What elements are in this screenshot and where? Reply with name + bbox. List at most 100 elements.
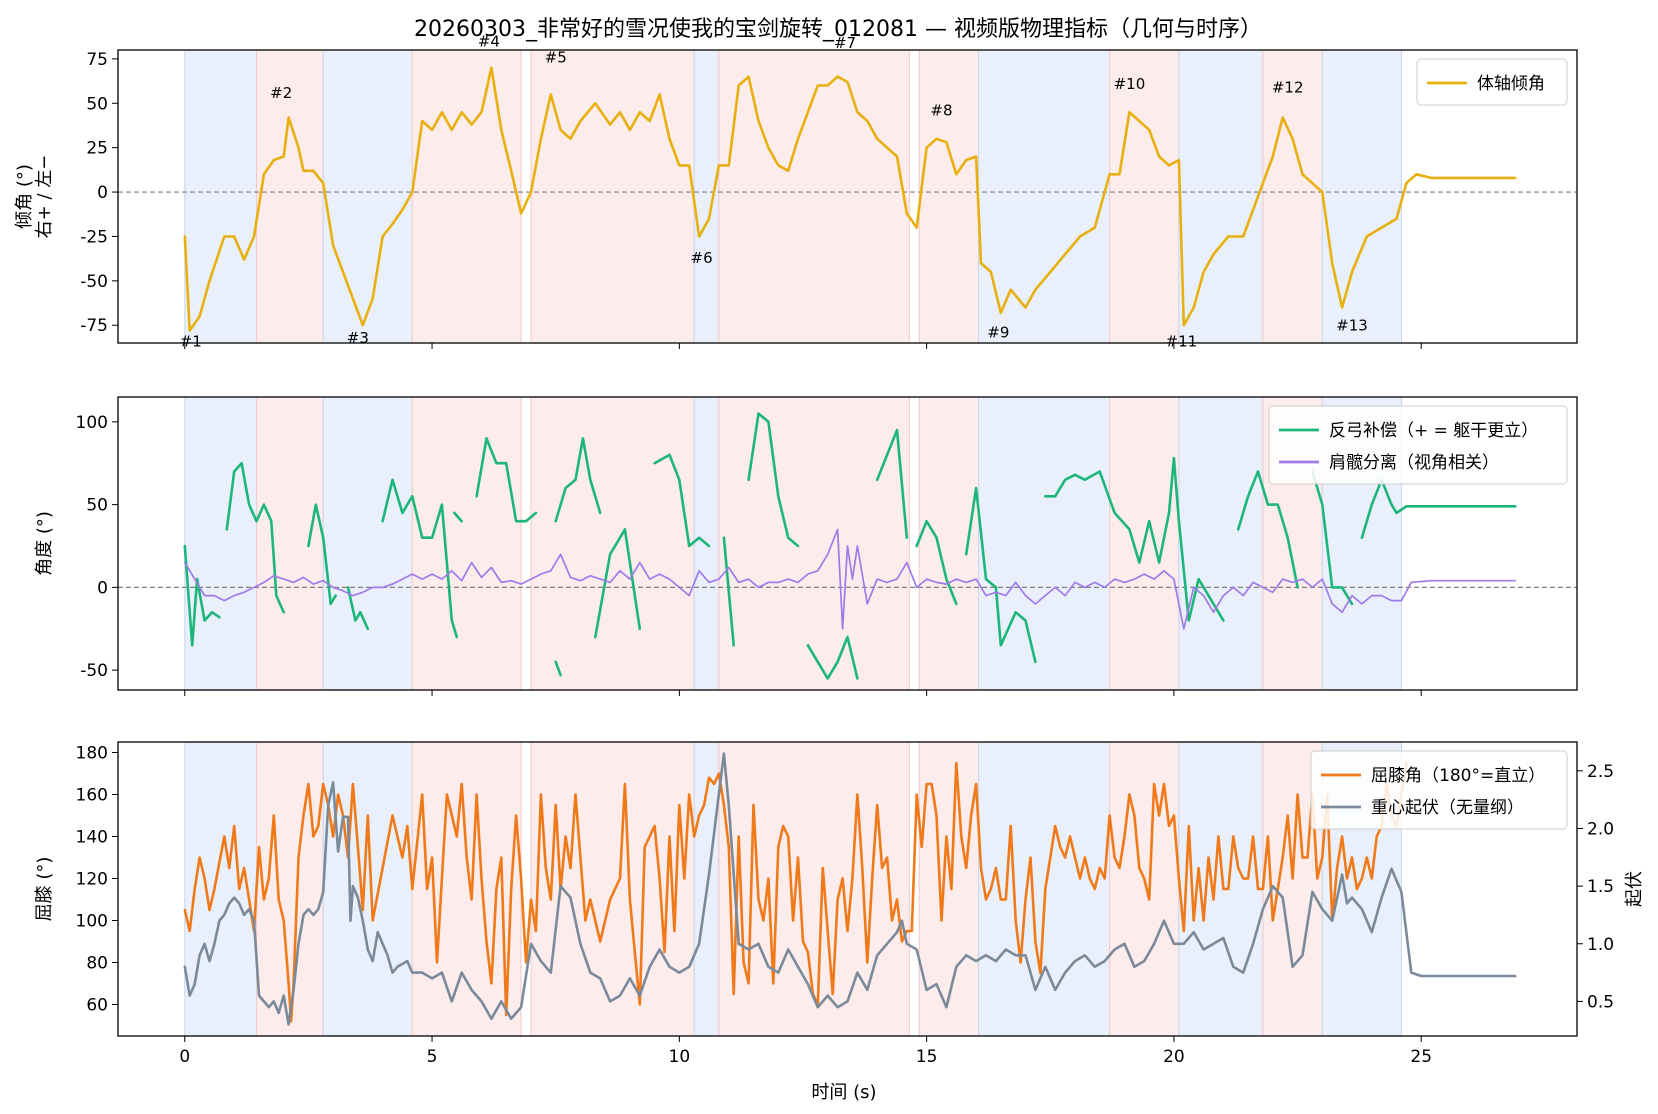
peak-annotation: #13: [1336, 317, 1368, 335]
y-tick-label: -75: [80, 316, 108, 336]
x-axis-label: 时间 (s): [811, 1082, 876, 1103]
y-tick-label: -50: [80, 661, 108, 681]
y2-tick-label: 0.5: [1587, 992, 1614, 1012]
series-line-arch: [653, 453, 711, 548]
y-axis-label: 屈膝 (°): [34, 857, 55, 922]
y-tick-label: -25: [80, 227, 108, 247]
y-tick-label: 120: [76, 870, 108, 890]
peak-annotation: #6: [691, 249, 713, 267]
series-line-arch: [554, 660, 562, 677]
peak-annotation: #8: [930, 102, 952, 120]
y-tick-label: 0: [97, 183, 108, 203]
y-tick-label: 60: [86, 996, 108, 1016]
peak-annotation: #1: [180, 333, 202, 351]
segment-span: [184, 397, 257, 690]
segment-span: [323, 742, 413, 1036]
y-tick-label: 160: [76, 786, 108, 806]
segment-span: [256, 397, 324, 690]
peak-annotation: #5: [545, 48, 567, 66]
segment-span: [1109, 742, 1179, 1036]
peak-annotation: #9: [987, 324, 1009, 342]
y2-tick-label: 1.5: [1587, 877, 1614, 897]
segment-span: [1109, 50, 1179, 343]
tilt-panel: #1 #2 #3 #4 #5 #6 #7 #8 #9 #10 #11 #12 #13 75 50 25 0 -25…: [14, 32, 1578, 351]
series-line-arch: [875, 428, 909, 539]
y-tick-label: -50: [80, 272, 108, 292]
x-tick-label: 15: [916, 1047, 938, 1067]
peak-annotation: #7: [834, 34, 856, 52]
y-tick-label: 100: [76, 413, 108, 433]
segment-span: [323, 397, 413, 690]
series-line-arch: [1236, 470, 1299, 589]
series-line-com: [183, 752, 1517, 1026]
peak-annotation: #2: [270, 84, 292, 102]
series-line-arch: [1311, 470, 1354, 606]
segment-span: [530, 742, 695, 1036]
y-tick-label: 100: [76, 912, 108, 932]
y-tick-label: 25: [86, 139, 108, 159]
series-line-arch: [747, 412, 800, 548]
legend-label: 体轴倾角: [1477, 74, 1545, 94]
series-line-arch: [594, 528, 642, 639]
series-line-arch: [1360, 478, 1517, 539]
series-line-arch: [475, 437, 538, 523]
legend-label: 肩髋分离（视角相关）: [1329, 453, 1499, 473]
legend-box: [1268, 405, 1568, 485]
x-tick-label: 25: [1410, 1047, 1432, 1067]
peak-annotation: #12: [1272, 79, 1304, 97]
y-axis-label: 角度 (°): [34, 511, 55, 576]
x-tick-label: 10: [669, 1047, 691, 1067]
segment-span: [919, 397, 979, 690]
peak-annotation: #3: [347, 329, 369, 347]
segment-span: [1322, 50, 1402, 343]
segment-span: [978, 397, 1110, 690]
series-line-arch: [307, 503, 337, 606]
y-tick-label: 50: [86, 496, 108, 516]
legend: 体轴倾角: [1416, 58, 1568, 106]
axes-frame: [117, 741, 1578, 1037]
peak-annotation: #4: [478, 32, 500, 50]
y2-tick-label: 1.0: [1587, 935, 1614, 955]
y-tick-label: 140: [76, 828, 108, 848]
y-tick-label: 50: [86, 94, 108, 114]
segment-span: [412, 50, 522, 343]
legend-box: [1416, 58, 1568, 106]
x-tick-label: 0: [179, 1047, 190, 1067]
y-axis-label: 右+ / 左−: [34, 155, 55, 239]
series-line-arch: [915, 519, 958, 606]
series-layer: [183, 412, 1517, 680]
y-tick-label: 80: [86, 954, 108, 974]
series-line-arch: [1044, 456, 1225, 622]
peak-annotation: #11: [1166, 333, 1198, 351]
angle-panel: 100 50 0 -50 角度 (°) 反弓补偿（+ = 躯干更立） 肩髋分离（视角相关）: [34, 396, 1578, 696]
series-line-arch: [346, 586, 370, 631]
segment-span: [323, 50, 413, 343]
segment-spans: [184, 397, 1402, 690]
series-line-tilt: [183, 66, 1517, 332]
legend: 屈膝角（180°=直立） 重心起伏（无量纲）: [1310, 750, 1568, 830]
segment-span: [412, 397, 522, 690]
axes-frame: [117, 396, 1578, 691]
series-line-arch: [453, 511, 463, 523]
segment-span: [530, 397, 695, 690]
legend: 反弓补偿（+ = 躯干更立） 肩髋分离（视角相关）: [1268, 405, 1568, 485]
y2-axis-label: 起伏: [1624, 871, 1645, 907]
series-line-arch: [806, 635, 859, 680]
legend-label: 反弓补偿（+ = 躯干更立）: [1329, 421, 1538, 441]
series-line-arch: [964, 486, 1037, 664]
segment-span: [184, 742, 257, 1036]
segment-span: [978, 50, 1110, 343]
x-tick-label: 20: [1163, 1047, 1185, 1067]
y-tick-label: 0: [97, 578, 108, 598]
legend-label: 屈膝角（180°=直立）: [1371, 766, 1545, 786]
y-tick-label: 75: [86, 50, 108, 70]
segment-span: [718, 742, 910, 1036]
y2-tick-label: 2.5: [1587, 762, 1614, 782]
legend-label: 重心起伏（无量纲）: [1371, 798, 1524, 818]
series-line-arch: [225, 461, 285, 614]
x-tick-label: 5: [427, 1047, 438, 1067]
series-line-arch: [381, 478, 459, 639]
axes-frame: [117, 49, 1578, 344]
segment-span: [184, 50, 257, 343]
